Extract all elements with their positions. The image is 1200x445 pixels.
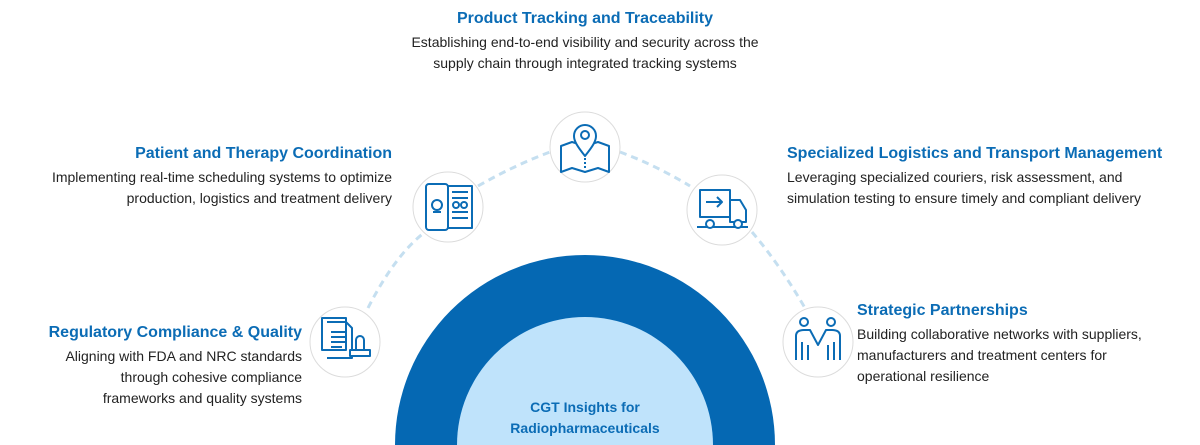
item-desc-line: frameworks and quality systems: [102, 390, 302, 406]
center-label: CGT Insights for Radiopharmaceuticals: [485, 397, 685, 439]
item-title: Product Tracking and Traceability: [456, 10, 714, 27]
item-desc-line: Leveraging specialized couriers, risk as…: [787, 169, 1123, 185]
item-desc-line: production, logistics and treatment deli…: [126, 190, 392, 206]
item-title: Regulatory Compliance & Quality: [48, 324, 302, 341]
item-desc-line: simulation testing to ensure timely and …: [787, 190, 1142, 206]
item-desc-line: Building collaborative networks with sup…: [857, 326, 1142, 342]
document-stamp-icon: [321, 317, 371, 359]
inner-half-circle: [457, 317, 713, 445]
item-patient-coordination: Patient and Therapy Coordination Impleme…: [10, 143, 392, 209]
item-regulatory-compliance: Regulatory Compliance & Quality Aligning…: [10, 322, 302, 409]
item-title: Specialized Logistics and Transport Mana…: [787, 145, 1163, 162]
item-specialized-logistics: Specialized Logistics and Transport Mana…: [787, 143, 1197, 209]
item-desc-line: Establishing end-to-end visibility and s…: [411, 34, 759, 50]
item-title: Strategic Partnerships: [857, 302, 1028, 319]
item-desc-line: supply chain through integrated tracking…: [433, 55, 737, 71]
item-desc-line: Implementing real-time scheduling system…: [51, 169, 392, 185]
item-desc-line: operational resilience: [857, 368, 990, 384]
center-label-line: Radiopharmaceuticals: [510, 420, 660, 436]
item-product-tracking: Product Tracking and Traceability Establ…: [380, 8, 790, 74]
delivery-truck-icon: [697, 189, 748, 229]
item-desc-line: Aligning with FDA and NRC standards: [65, 348, 302, 364]
item-strategic-partnerships: Strategic Partnerships Building collabor…: [857, 300, 1197, 387]
map-pin-icon: [560, 124, 610, 173]
mobile-schedule-icon: [425, 183, 473, 231]
handshake-people-icon: [795, 317, 841, 360]
center-label-line: CGT Insights for: [530, 399, 640, 415]
item-desc-line: manufacturers and treatment centers for: [857, 347, 1107, 363]
dashed-connector-arc: [366, 150, 807, 309]
item-title: Patient and Therapy Coordination: [135, 145, 392, 162]
item-desc-line: through cohesive compliance: [120, 369, 302, 385]
icon-circle-partnerships: [782, 306, 854, 378]
